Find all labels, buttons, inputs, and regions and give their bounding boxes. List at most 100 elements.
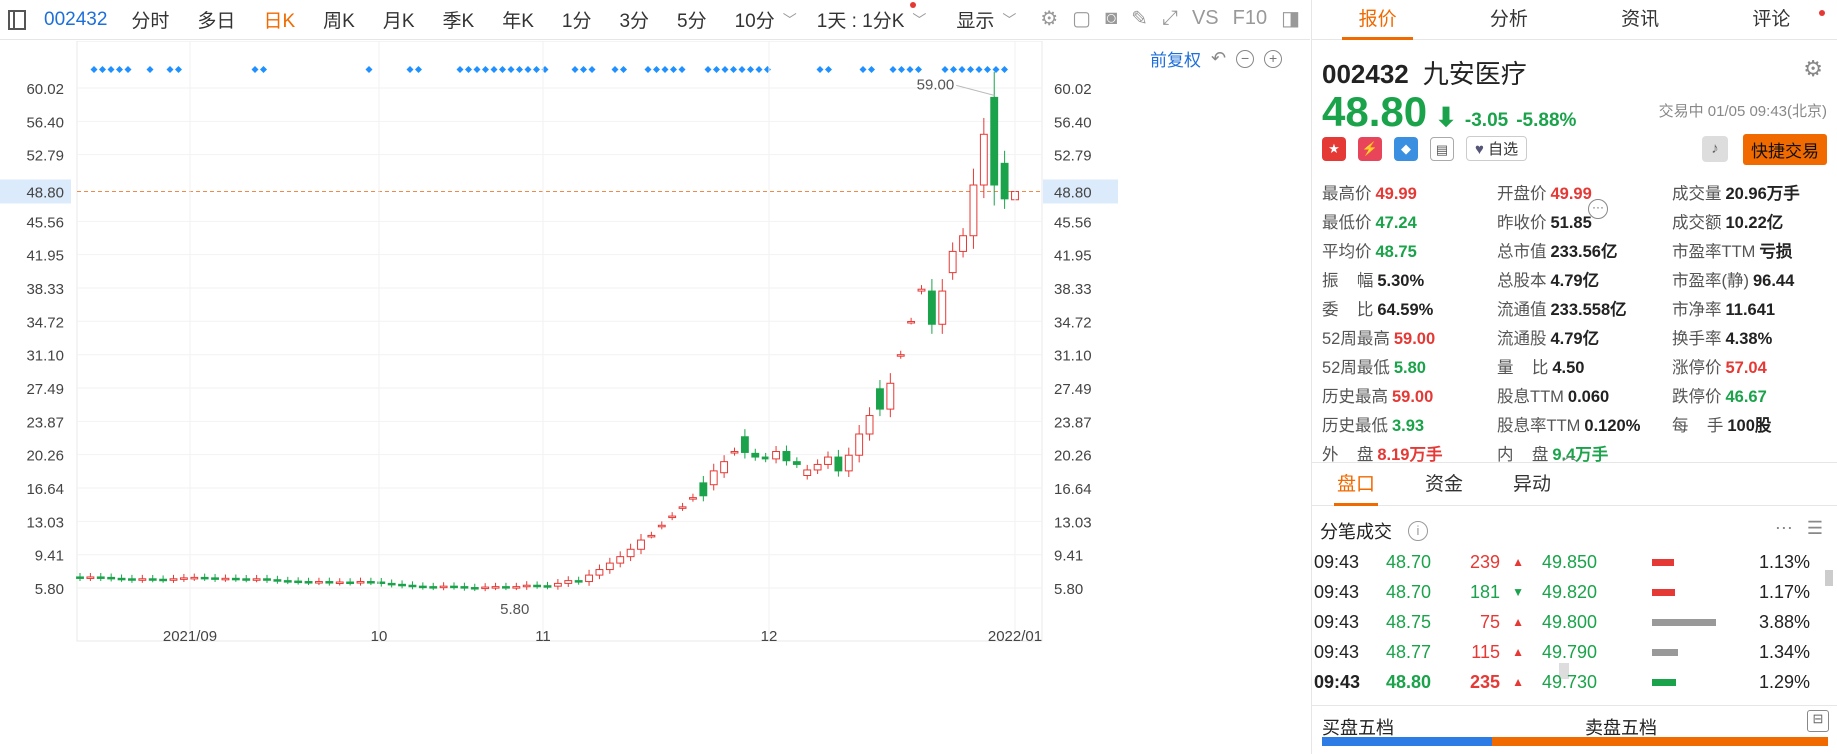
tag-icon[interactable]: ◆ bbox=[1394, 136, 1418, 161]
badge-row: ★ ⚡ ◆ ▤ ♥ 自选 bbox=[1322, 136, 1528, 161]
candle-body bbox=[907, 320, 916, 324]
signal-marker bbox=[906, 66, 914, 73]
quote-stats: 最高价 49.99 开盘价 49.99 成交量 20.96万手 最低价 47.24 昨收价 51.… bbox=[1322, 180, 1832, 465]
gear-icon[interactable]: ⚙ bbox=[1803, 56, 1823, 81]
signal-marker bbox=[1001, 66, 1008, 73]
bookmark-icon[interactable]: ▤ bbox=[1430, 136, 1454, 161]
candle-body bbox=[325, 581, 334, 584]
add-watchlist-button[interactable]: ♥ 自选 bbox=[1466, 136, 1528, 161]
stat-item: 市盈率(静) 96.44 bbox=[1672, 267, 1832, 291]
more-options-icon[interactable]: ⋯ bbox=[1774, 518, 1793, 538]
period-tab-0[interactable]: 分时 bbox=[131, 11, 170, 32]
y-tick-label-right: 60.02 bbox=[1054, 81, 1092, 98]
tab-1[interactable]: 分析 bbox=[1489, 9, 1528, 30]
signal-marker bbox=[406, 66, 414, 73]
square-select-icon[interactable]: ▢ bbox=[1072, 8, 1092, 30]
stat-item: 52周最低 5.80 bbox=[1322, 354, 1497, 378]
chevron-down-icon[interactable]: ﹀ bbox=[912, 11, 927, 28]
fullscreen-icon[interactable]: ⤢ bbox=[1161, 7, 1178, 29]
margin-icon[interactable]: ⚡ bbox=[1358, 136, 1382, 161]
tab-3[interactable]: 评论 bbox=[1706, 0, 1837, 39]
vs-button[interactable]: VS bbox=[1191, 7, 1219, 29]
period-tab-3[interactable]: 周K bbox=[323, 11, 355, 32]
chevron-down-icon[interactable]: ﹀ bbox=[782, 11, 797, 28]
period-tab-5[interactable]: 季K bbox=[442, 11, 475, 32]
display-menu[interactable]: 显示 bbox=[956, 11, 995, 32]
period-tab-6[interactable]: 年K bbox=[502, 11, 534, 32]
sub-tab-2[interactable]: 异动 bbox=[1513, 474, 1552, 495]
china-flag-icon: ★ bbox=[1322, 136, 1346, 161]
tick-volume: 75 bbox=[1479, 611, 1500, 632]
reset-icon[interactable]: ↶ bbox=[1211, 48, 1227, 68]
gear-icon[interactable]: ⚙ bbox=[1040, 8, 1059, 30]
scrollbar[interactable] bbox=[1559, 663, 1569, 679]
stat-label: 市盈率(静) bbox=[1672, 272, 1749, 290]
depth-list: 49.850 1.13% 49.820 1.17% 49.800 3.88% 49.790 1… bbox=[1542, 547, 1832, 697]
candle-body bbox=[543, 585, 552, 588]
candle-body bbox=[346, 581, 355, 585]
chevron-up-icon[interactable]: ︿ bbox=[1562, 447, 1578, 464]
sub-tabs: 盘口 资金 异动 bbox=[1312, 462, 1837, 506]
candle-body bbox=[231, 577, 240, 581]
depth-bar-fill bbox=[1652, 648, 1678, 656]
bell-icon[interactable]: ♪ bbox=[1702, 136, 1728, 162]
period-tab-2[interactable]: 日K bbox=[263, 11, 296, 32]
stat-value: 4.38% bbox=[1725, 330, 1773, 348]
quick-trade-button[interactable]: 快捷交易 bbox=[1743, 134, 1827, 165]
pen-icon[interactable]: ✎ bbox=[1131, 8, 1148, 30]
candle-body bbox=[159, 578, 168, 582]
signal-marker bbox=[90, 66, 98, 73]
period-tab-4[interactable]: 月K bbox=[382, 11, 415, 32]
period-tab-10[interactable]: 10分 bbox=[734, 11, 775, 32]
sidebar-toggle-icon[interactable] bbox=[8, 9, 26, 30]
camera-icon[interactable]: ◙ bbox=[1105, 7, 1118, 29]
price-highlight-left bbox=[0, 179, 71, 204]
list-icon[interactable]: ☰ bbox=[1806, 518, 1823, 538]
period-tab-7[interactable]: 1分 bbox=[561, 11, 592, 32]
stat-value: 233.558亿 bbox=[1550, 301, 1627, 319]
tick-row: 09:43 48.77 115 ▲ bbox=[1314, 637, 1524, 667]
f10-button[interactable]: F10 bbox=[1232, 7, 1268, 29]
candle-body bbox=[221, 577, 230, 581]
tab-2[interactable]: 资讯 bbox=[1621, 9, 1660, 30]
zoom-in-icon[interactable]: + bbox=[1264, 49, 1283, 68]
period-tab-9[interactable]: 5分 bbox=[677, 11, 707, 32]
sub-tab-1[interactable]: 资金 bbox=[1425, 474, 1464, 495]
depth-bar bbox=[1652, 648, 1716, 656]
stat-value: 9.4万手 bbox=[1552, 446, 1609, 464]
collapse-icon[interactable]: ⊟ bbox=[1807, 710, 1829, 732]
candle-body bbox=[304, 581, 313, 584]
stat-item: 历史最高 59.00 bbox=[1322, 383, 1497, 407]
info-icon[interactable]: i bbox=[1408, 521, 1428, 541]
stat-value: 96.44 bbox=[1753, 272, 1795, 290]
period-tab-1[interactable]: 多日 bbox=[197, 11, 236, 32]
depth-price: 49.790 bbox=[1542, 641, 1598, 662]
candlestick-chart[interactable]: 60.02 60.02 56.40 56.40 52.79 52.79 48.80 48.80… bbox=[0, 41, 1118, 754]
stock-code-link[interactable]: 002432 bbox=[44, 8, 108, 30]
y-tick-label-right: 45.56 bbox=[1054, 214, 1092, 231]
period-tab-8[interactable]: 3分 bbox=[619, 11, 650, 32]
panel-icon[interactable]: ◨ bbox=[1281, 8, 1300, 30]
scrollbar[interactable] bbox=[1825, 570, 1833, 586]
stat-item: 换手率 4.38% bbox=[1672, 325, 1832, 349]
signal-marker bbox=[644, 66, 652, 73]
adjust-mode-button[interactable]: 前复权 bbox=[1150, 51, 1201, 70]
y-tick-label-right: 5.80 bbox=[1054, 581, 1083, 598]
chevron-down-icon[interactable]: ﹀ bbox=[1002, 11, 1017, 28]
stat-item: 成交量 20.96万手 bbox=[1672, 180, 1832, 204]
range-select[interactable]: 1天 : 1分K bbox=[817, 2, 917, 33]
stat-item: 股息TTM 0.060 bbox=[1497, 383, 1672, 407]
stat-value: 49.99 bbox=[1375, 185, 1417, 203]
tab-0[interactable]: 报价 bbox=[1312, 0, 1443, 40]
candle-body bbox=[283, 580, 292, 583]
stat-item: 成交额 10.22亿 bbox=[1672, 209, 1832, 233]
signal-marker bbox=[738, 66, 746, 73]
candle-body bbox=[76, 576, 84, 579]
candle-body bbox=[678, 506, 687, 509]
stat-item: 跌停价 46.67 bbox=[1672, 383, 1832, 407]
chart-controls: 前复权 ↶ − + bbox=[1150, 46, 1283, 71]
sub-tab-0[interactable]: 盘口 bbox=[1312, 463, 1400, 506]
more-icon[interactable]: ··· bbox=[1588, 199, 1608, 219]
zoom-out-icon[interactable]: − bbox=[1236, 49, 1255, 68]
tick-row: 09:43 48.70 181 ▼ bbox=[1314, 577, 1524, 607]
